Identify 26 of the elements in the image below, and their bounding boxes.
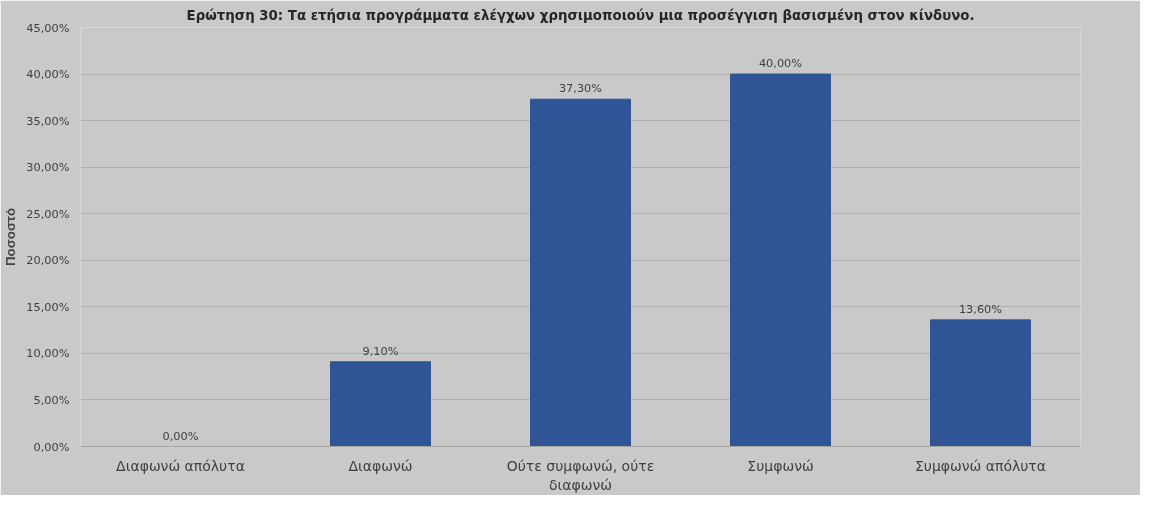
y-tick-label: 10,00% bbox=[26, 346, 70, 361]
y-tick-label: 45,00% bbox=[26, 20, 70, 35]
y-tick-label: 25,00% bbox=[26, 206, 70, 221]
y-tick-label: 20,00% bbox=[26, 253, 70, 268]
x-tick-label: Διαφωνώ bbox=[348, 457, 413, 474]
x-tick-label: Συμφωνώ απόλυτα bbox=[914, 457, 1047, 474]
bar bbox=[330, 361, 431, 447]
y-axis-title: Ποσοστό bbox=[3, 207, 19, 267]
bar bbox=[930, 319, 1031, 447]
x-tick-label: Διαφωνώ απόλυτα bbox=[116, 457, 245, 474]
data-label: 40,00% bbox=[758, 56, 803, 71]
x-tick-label: Ούτε συμφωνώ, ούτε διαφωνώ bbox=[506, 457, 655, 493]
data-label: 9,10% bbox=[362, 343, 399, 358]
y-tick-label: 35,00% bbox=[26, 113, 70, 128]
data-label: 13,60% bbox=[958, 301, 1003, 316]
x-tick-label: Συμφωνώ bbox=[747, 457, 814, 474]
bar bbox=[530, 98, 631, 447]
data-label: 37,30% bbox=[558, 81, 603, 96]
y-tick-label: 5,00% bbox=[33, 392, 70, 407]
bar bbox=[730, 73, 831, 447]
y-tick-label: 0,00% bbox=[33, 439, 70, 454]
y-tick-label: 15,00% bbox=[26, 299, 70, 314]
chart-title: Ερώτηση 30: Τα ετήσια προγράμματα ελέγχων χρησιμοποιούν μια προσέγγιση βασισμένη στον κίνδυνο. bbox=[186, 7, 975, 23]
y-tick-label: 40,00% bbox=[26, 67, 70, 82]
y-tick-label: 30,00% bbox=[26, 160, 70, 175]
data-label: 0,00% bbox=[162, 428, 199, 443]
